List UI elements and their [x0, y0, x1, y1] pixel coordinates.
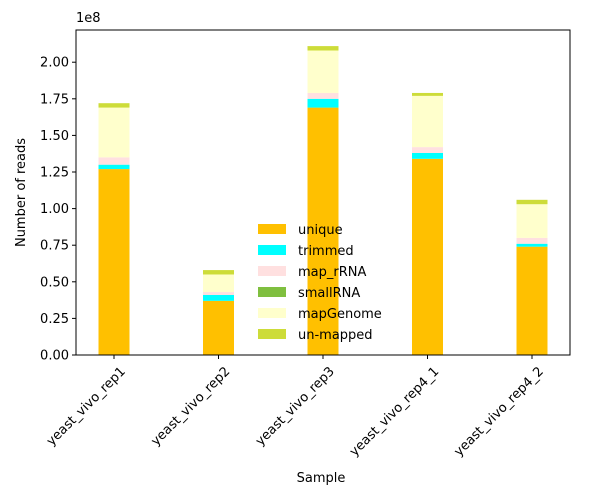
bar-segment-mapGenome [98, 107, 130, 158]
bar-segment-un-mapped [516, 199, 548, 205]
bar-segment-trimmed [516, 243, 548, 247]
bar-segment-map_rRNA [516, 237, 548, 244]
y-tick-label: 1.25 [40, 166, 69, 181]
x-tick-label: yeast_vivo_rep2 [148, 364, 233, 449]
bar-segment-un-mapped [412, 92, 443, 96]
y-tick-label: 1.00 [40, 202, 69, 217]
y-tick-label: 0.00 [40, 349, 69, 364]
legend-swatch-map_rRNA [258, 266, 286, 276]
legend-swatch-un-mapped [258, 329, 286, 339]
legend-label-smallRNA: smallRNA [298, 286, 360, 301]
bar-segment-un-mapped [307, 46, 339, 51]
x-tick-label: yeast_vivo_rep4_1 [347, 364, 442, 459]
x-tick-label: yeast_vivo_rep1 [44, 364, 129, 449]
bar-segment-map_rRNA [307, 92, 339, 99]
legend-swatch-mapGenome [258, 308, 286, 318]
legend-label-map_rRNA: map_rRNA [298, 265, 366, 280]
bar-segment-unique [516, 246, 548, 355]
bar-segment-trimmed [412, 152, 443, 159]
x-axis: yeast_vivo_rep1 yeast_vivo_rep2 yeast_vivo… [44, 355, 547, 460]
bar-segment-unique [98, 169, 130, 355]
bar-segment-mapGenome [412, 95, 443, 148]
bar-segment-mapGenome [516, 204, 548, 238]
y-axis: 0.00 0.25 0.50 0.75 1.00 1.25 1.50 1.75 2.00 [40, 56, 76, 364]
bar-segment-trimmed [203, 294, 234, 301]
bar-segment-map_rRNA [98, 157, 130, 165]
bar-segment-unique [412, 158, 443, 355]
y-tick-label: 1.50 [40, 129, 69, 144]
bar-segment-map_rRNA [203, 292, 234, 295]
bar-segment-trimmed [98, 164, 130, 170]
legend-swatch-smallRNA [258, 287, 286, 297]
y-axis-label: Number of reads [14, 138, 29, 247]
y-tick-label: 0.75 [40, 239, 69, 254]
bars-group [98, 46, 548, 355]
legend-label-unique: unique [298, 223, 343, 238]
y-tick-label: 1.75 [40, 92, 69, 107]
bar-segment-map_rRNA [412, 147, 443, 153]
bar-segment-mapGenome [203, 274, 234, 293]
legend-label-trimmed: trimmed [298, 244, 354, 259]
legend-label-un-mapped: un-mapped [298, 328, 373, 343]
y-tick-label: 0.50 [40, 275, 69, 290]
bar-segment-un-mapped [203, 270, 234, 275]
bar-segment-unique [307, 107, 339, 355]
y-scale-offset: 1e8 [76, 11, 101, 26]
legend-swatch-trimmed [258, 245, 286, 255]
legend-label-mapGenome: mapGenome [298, 307, 382, 322]
y-tick-label: 0.25 [40, 312, 69, 327]
bar-segment-trimmed [307, 98, 339, 108]
x-tick-label: yeast_vivo_rep3 [253, 364, 338, 449]
bar-segment-unique [203, 300, 234, 355]
x-tick-label: yeast_vivo_rep4_2 [451, 364, 546, 459]
bar-segment-mapGenome [307, 50, 339, 93]
bar-segment-un-mapped [98, 103, 130, 108]
legend-swatch-unique [258, 224, 286, 234]
x-axis-label: Sample [297, 471, 346, 486]
y-tick-label: 2.00 [40, 56, 69, 71]
legend: unique trimmed map_rRNA smallRNA mapGenome un… [258, 223, 382, 343]
